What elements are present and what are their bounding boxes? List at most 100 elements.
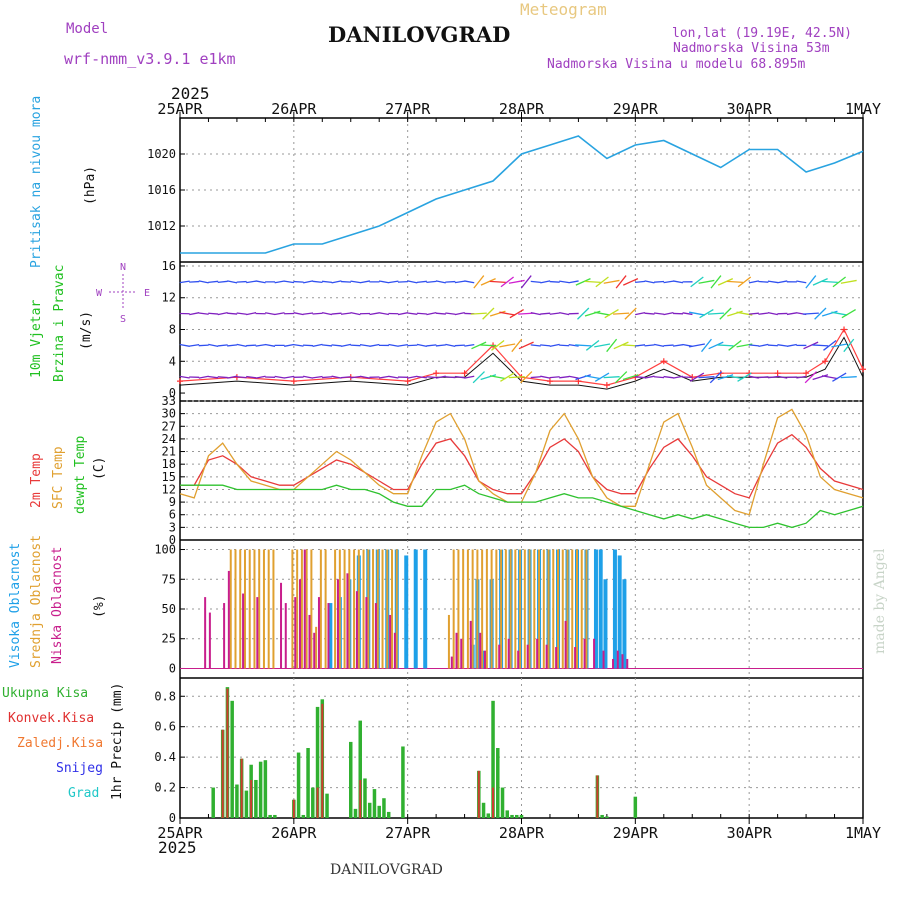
mid-cloud-bar xyxy=(334,549,337,669)
total-precip-bar xyxy=(515,814,519,818)
total-precip-bar xyxy=(230,700,234,818)
temp-ytick-label: 21 xyxy=(162,445,176,459)
low-cloud-bar xyxy=(526,644,529,669)
wind-barb xyxy=(568,280,579,284)
low-cloud-bar xyxy=(536,638,539,669)
wind-speed-marker xyxy=(546,378,553,385)
low-cloud-bar xyxy=(460,638,463,669)
wind-speed-marker xyxy=(803,370,810,377)
low-cloud-bar xyxy=(227,570,230,669)
wind-barb xyxy=(312,375,323,379)
wind-barb xyxy=(727,310,743,317)
wind-barb xyxy=(274,312,285,316)
mid-cloud-bar xyxy=(381,549,384,669)
low-cloud-bar xyxy=(602,650,605,669)
wind-barb xyxy=(189,280,200,283)
mid-cloud-bar xyxy=(305,549,308,669)
total-precip-bar xyxy=(382,798,386,818)
mid-cloud-bar xyxy=(353,549,356,669)
total-precip-bar xyxy=(377,805,381,818)
wind-barb xyxy=(321,280,333,284)
mid-cloud-bar xyxy=(229,549,232,669)
wind-barb xyxy=(388,343,399,347)
wind-barb xyxy=(303,280,314,284)
wind-barb xyxy=(540,344,551,347)
low-cloud-bar xyxy=(355,591,358,669)
wind-barb xyxy=(454,280,465,284)
wind-barb xyxy=(613,341,629,350)
high-cloud-bar xyxy=(423,549,428,669)
wind-barb xyxy=(236,312,247,315)
conv-precip-bar xyxy=(359,779,362,818)
wind-barb xyxy=(303,344,314,347)
wind-barb xyxy=(624,307,637,320)
wind-barb xyxy=(682,312,693,316)
total-precip-bar xyxy=(358,720,362,818)
wind-barb xyxy=(726,375,743,380)
wind-barb xyxy=(689,343,705,348)
wind-barb xyxy=(549,312,560,315)
wind-barb xyxy=(823,339,837,351)
conv-precip-bar xyxy=(292,799,295,818)
total-precip-bar xyxy=(386,811,391,818)
wind-barb xyxy=(227,280,238,284)
mid-cloud-bar xyxy=(452,549,455,669)
low-cloud-bar xyxy=(455,632,458,669)
wind-barb xyxy=(840,376,857,379)
mid-cloud-bar xyxy=(253,549,256,669)
wind-barb xyxy=(454,312,465,316)
wind-barb xyxy=(217,376,228,379)
total-precip-bar xyxy=(510,814,514,818)
temp-ytick-label: 30 xyxy=(162,407,176,421)
high-cloud-bar xyxy=(612,549,617,669)
mid-cloud-bar xyxy=(239,549,242,669)
low-cloud-bar xyxy=(498,644,501,669)
wind-barb xyxy=(508,376,525,379)
wind-speed-marker xyxy=(860,366,866,373)
wind-barb xyxy=(378,375,389,379)
wind-barb xyxy=(350,312,361,316)
temp-ytick-label: 6 xyxy=(169,508,176,522)
mid-cloud-bar xyxy=(519,549,522,669)
wind-barb xyxy=(737,276,752,288)
conv-precip-bar xyxy=(240,758,243,818)
wind-barb xyxy=(559,375,570,379)
wind-barb xyxy=(821,310,838,317)
wind-barb xyxy=(832,276,847,288)
wind-barb xyxy=(369,343,380,347)
date-label-bottom: 28APR xyxy=(499,824,545,842)
wind-barb xyxy=(236,343,247,348)
conv-precip-bar xyxy=(250,779,253,818)
wind-barb xyxy=(350,375,361,379)
total-precip-bar xyxy=(244,790,249,818)
temp-2m-line xyxy=(180,433,864,499)
low-cloud-bar xyxy=(616,650,619,669)
wind-barb xyxy=(577,307,590,320)
wind-barb xyxy=(777,280,788,284)
wind-barb xyxy=(644,280,655,284)
wind-barb xyxy=(340,312,352,315)
compass-label-west: W xyxy=(96,288,103,299)
mid-cloud-bar xyxy=(262,549,265,669)
low-cloud-bar xyxy=(294,597,297,669)
wind-barb xyxy=(284,280,295,284)
wind-barb xyxy=(654,376,665,379)
wind-barb xyxy=(623,278,639,286)
high-cloud-bar xyxy=(328,603,333,669)
mid-cloud-bar xyxy=(315,626,318,669)
wind-barb xyxy=(350,280,361,284)
mid-cloud-bar xyxy=(362,549,365,669)
wind-barb xyxy=(758,343,769,348)
total-precip-bar xyxy=(353,808,358,818)
total-precip-bar xyxy=(496,748,500,818)
wind-barb xyxy=(777,375,788,379)
temp-ytick-label: 33 xyxy=(162,394,176,408)
total-precip-bar xyxy=(401,746,405,818)
wind-barb xyxy=(426,280,437,284)
date-label-top: 25APR xyxy=(157,100,203,118)
wind-barb xyxy=(689,311,705,316)
wind-barb xyxy=(265,343,276,347)
lonlat-text: lon,lat (19.19E, 42.5N) xyxy=(672,26,853,41)
wind-barb xyxy=(575,374,591,381)
precip-ytick-label: 0.4 xyxy=(154,750,176,764)
